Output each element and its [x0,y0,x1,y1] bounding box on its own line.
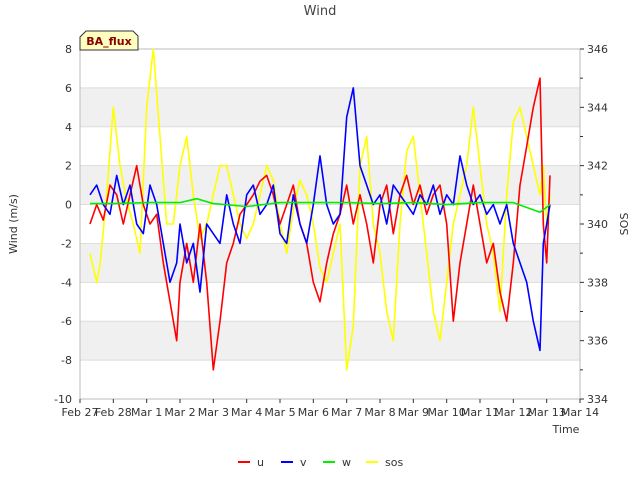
legend-label-sos: sos [385,456,403,469]
series-layer [89,48,551,371]
legend-label-w: w [342,456,351,469]
legend: u v w sos [238,456,403,469]
x-tick-label: Mar 1 [131,406,162,419]
chart-title: Wind [304,4,337,19]
y-tick-label: 8 [65,43,72,56]
x-tick-label: Feb 28 [95,406,132,419]
y-tick-label: -2 [61,237,72,250]
y-tick-label: -8 [61,354,72,367]
series-u-line [89,77,551,371]
series-sos-line [89,48,551,371]
y-tick-label: -4 [61,276,72,289]
y-tick-label: 6 [65,82,72,95]
series-w-line [90,197,551,214]
series-v-line [89,87,551,352]
band [80,87,580,127]
y2-tick-label: 346 [587,43,608,56]
y2-tick-label: 344 [587,101,608,114]
x-tick-label: Mar 10 [428,406,466,419]
x-tick-label: Mar 8 [364,406,395,419]
y2-tick-label: 342 [587,160,608,173]
legend-label-v: v [300,456,307,469]
y2-tick-label: 334 [587,393,608,406]
badge: BA_flux [79,30,139,51]
badge-label: BA_flux [86,35,131,48]
x-axis-label: Time [552,423,580,436]
y2-tick-label: 338 [587,276,608,289]
y-tick-label: 2 [65,160,72,173]
x-tick-label: Mar 4 [231,406,262,419]
x-tick-label: Mar 11 [461,406,499,419]
x-tick-label: Mar 5 [264,406,295,419]
y-tick-label: 4 [65,121,72,134]
y2-tick-label: 336 [587,335,608,348]
x-tick-label: Mar 14 [561,406,599,419]
y-axis-label: Wind (m/s) [7,194,20,254]
x-tick-label: Mar 12 [494,406,532,419]
y2-tick-label: 340 [587,218,608,231]
x-tick-label: Mar 3 [198,406,229,419]
x-tick-label: Mar 2 [164,406,195,419]
x-tick-label: Mar 7 [331,406,362,419]
y2-axis-label: SOS [618,213,631,236]
x-tick-label: Feb 27 [62,406,99,419]
y-axis-right: 334 336 338 340 342 344 346 [580,43,608,406]
legend-label-u: u [257,456,264,469]
band [80,321,580,361]
badge-box [79,30,139,51]
x-tick-label: Mar 6 [298,406,329,419]
x-tick-label: Mar 9 [398,406,429,419]
y-axis-left: -10 -8 -6 -4 -2 0 2 4 6 8 [54,43,72,406]
y-tick-label: -10 [54,393,72,406]
x-tick-label: Mar 13 [528,406,566,419]
y-tick-label: 0 [65,199,72,212]
y-tick-label: -6 [61,315,72,328]
